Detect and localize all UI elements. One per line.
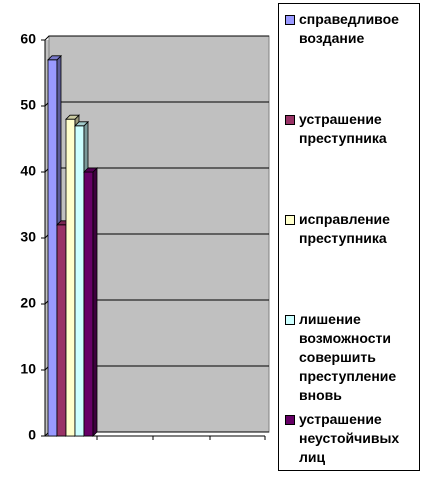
y-tick-label: 30: [20, 229, 36, 245]
y-tick-label: 60: [20, 31, 36, 47]
legend-label: устрашение неустойчивых лиц: [299, 411, 400, 465]
legend-entry: устрашение преступника: [285, 110, 417, 148]
bar-front: [47, 59, 58, 437]
bar-front: [83, 171, 94, 437]
legend-entry: лишение возможности совершить преступлен…: [285, 310, 417, 405]
bar-top: [74, 121, 89, 127]
legend-entry: устрашение неустойчивых лиц: [285, 410, 417, 467]
legend: справедливое воздание устрашение преступн…: [278, 3, 420, 471]
legend-swatch: [285, 215, 295, 225]
y-tick-label: 50: [20, 97, 36, 113]
legend-label: справедливое воздание: [299, 11, 399, 46]
y-tick-label: 10: [20, 361, 36, 377]
bar-top: [83, 167, 98, 173]
y-tick-label: 0: [28, 427, 36, 443]
bar-side: [92, 167, 98, 437]
bar-front: [56, 224, 67, 437]
legend-entry: исправление преступника: [285, 210, 417, 248]
bar-top: [65, 114, 80, 120]
plot: 0 10 20 30 40 50 60: [20, 31, 270, 443]
bar: [83, 167, 98, 437]
legend-swatch: [285, 415, 295, 425]
grid-line: [44, 35, 269, 41]
y-tick-label: 20: [20, 295, 36, 311]
y-tick-label: 40: [20, 163, 36, 179]
legend-label: устрашение преступника: [299, 111, 387, 146]
legend-entry: справедливое воздание: [285, 10, 417, 48]
bar-top: [47, 55, 62, 61]
legend-swatch: [285, 115, 295, 125]
legend-label: исправление преступника: [299, 211, 390, 246]
legend-swatch: [285, 315, 295, 325]
legend-swatch: [285, 15, 295, 25]
bar-front: [65, 118, 76, 437]
bar-front: [74, 125, 85, 437]
legend-label: лишение возможности совершить преступлен…: [299, 311, 397, 403]
